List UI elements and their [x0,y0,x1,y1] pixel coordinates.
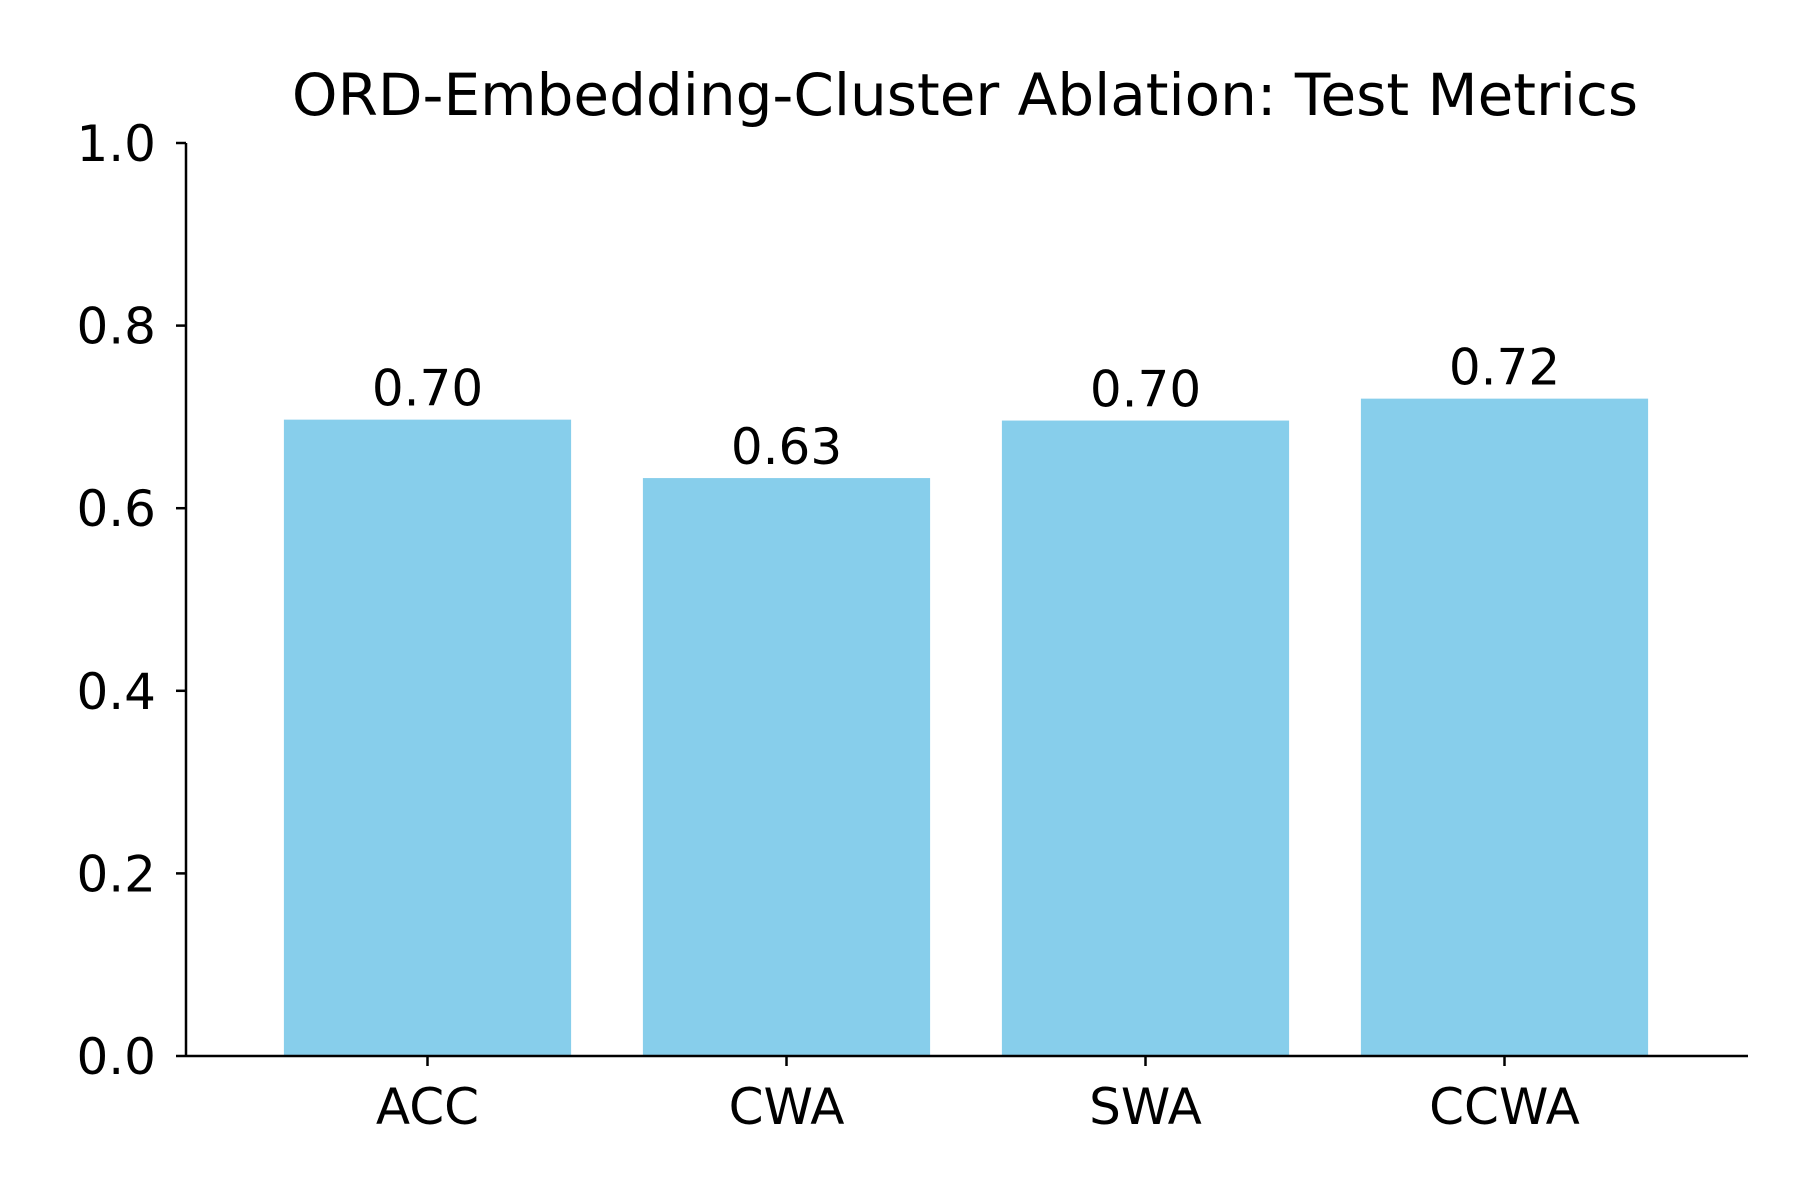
x-tick-label-cwa: CWA [729,1078,845,1136]
data-label-cwa: 0.63 [731,418,842,476]
y-tick-label: 0.2 [76,845,156,903]
y-tick-label: 0.6 [76,480,156,538]
chart-title: ORD-Embedding-Cluster Ablation: Test Met… [292,61,1638,129]
y-axis: 0.0 0.2 0.4 0.6 0.8 1.0 [76,115,188,1086]
bar-swa [1001,420,1290,1056]
bars [283,398,1649,1056]
y-tick-label: 0.8 [76,298,156,356]
data-label-swa: 0.70 [1090,361,1201,419]
y-tick-label: 0.0 [76,1028,156,1086]
x-tick-label-acc: ACC [376,1078,479,1136]
x-tick-label-swa: SWA [1089,1078,1202,1136]
y-tick-label: 1.0 [76,115,156,173]
x-axis: ACC CWA SWA CCWA [186,1054,1748,1136]
bar-cwa [642,478,931,1056]
y-tick-label: 0.4 [76,663,156,721]
bar-acc [283,419,572,1056]
data-label-ccwa: 0.72 [1449,339,1560,397]
x-tick-label-ccwa: CCWA [1429,1078,1580,1136]
data-labels: 0.70 0.63 0.70 0.72 [372,339,1560,476]
data-label-acc: 0.70 [372,360,483,418]
bar-ccwa [1360,398,1649,1056]
